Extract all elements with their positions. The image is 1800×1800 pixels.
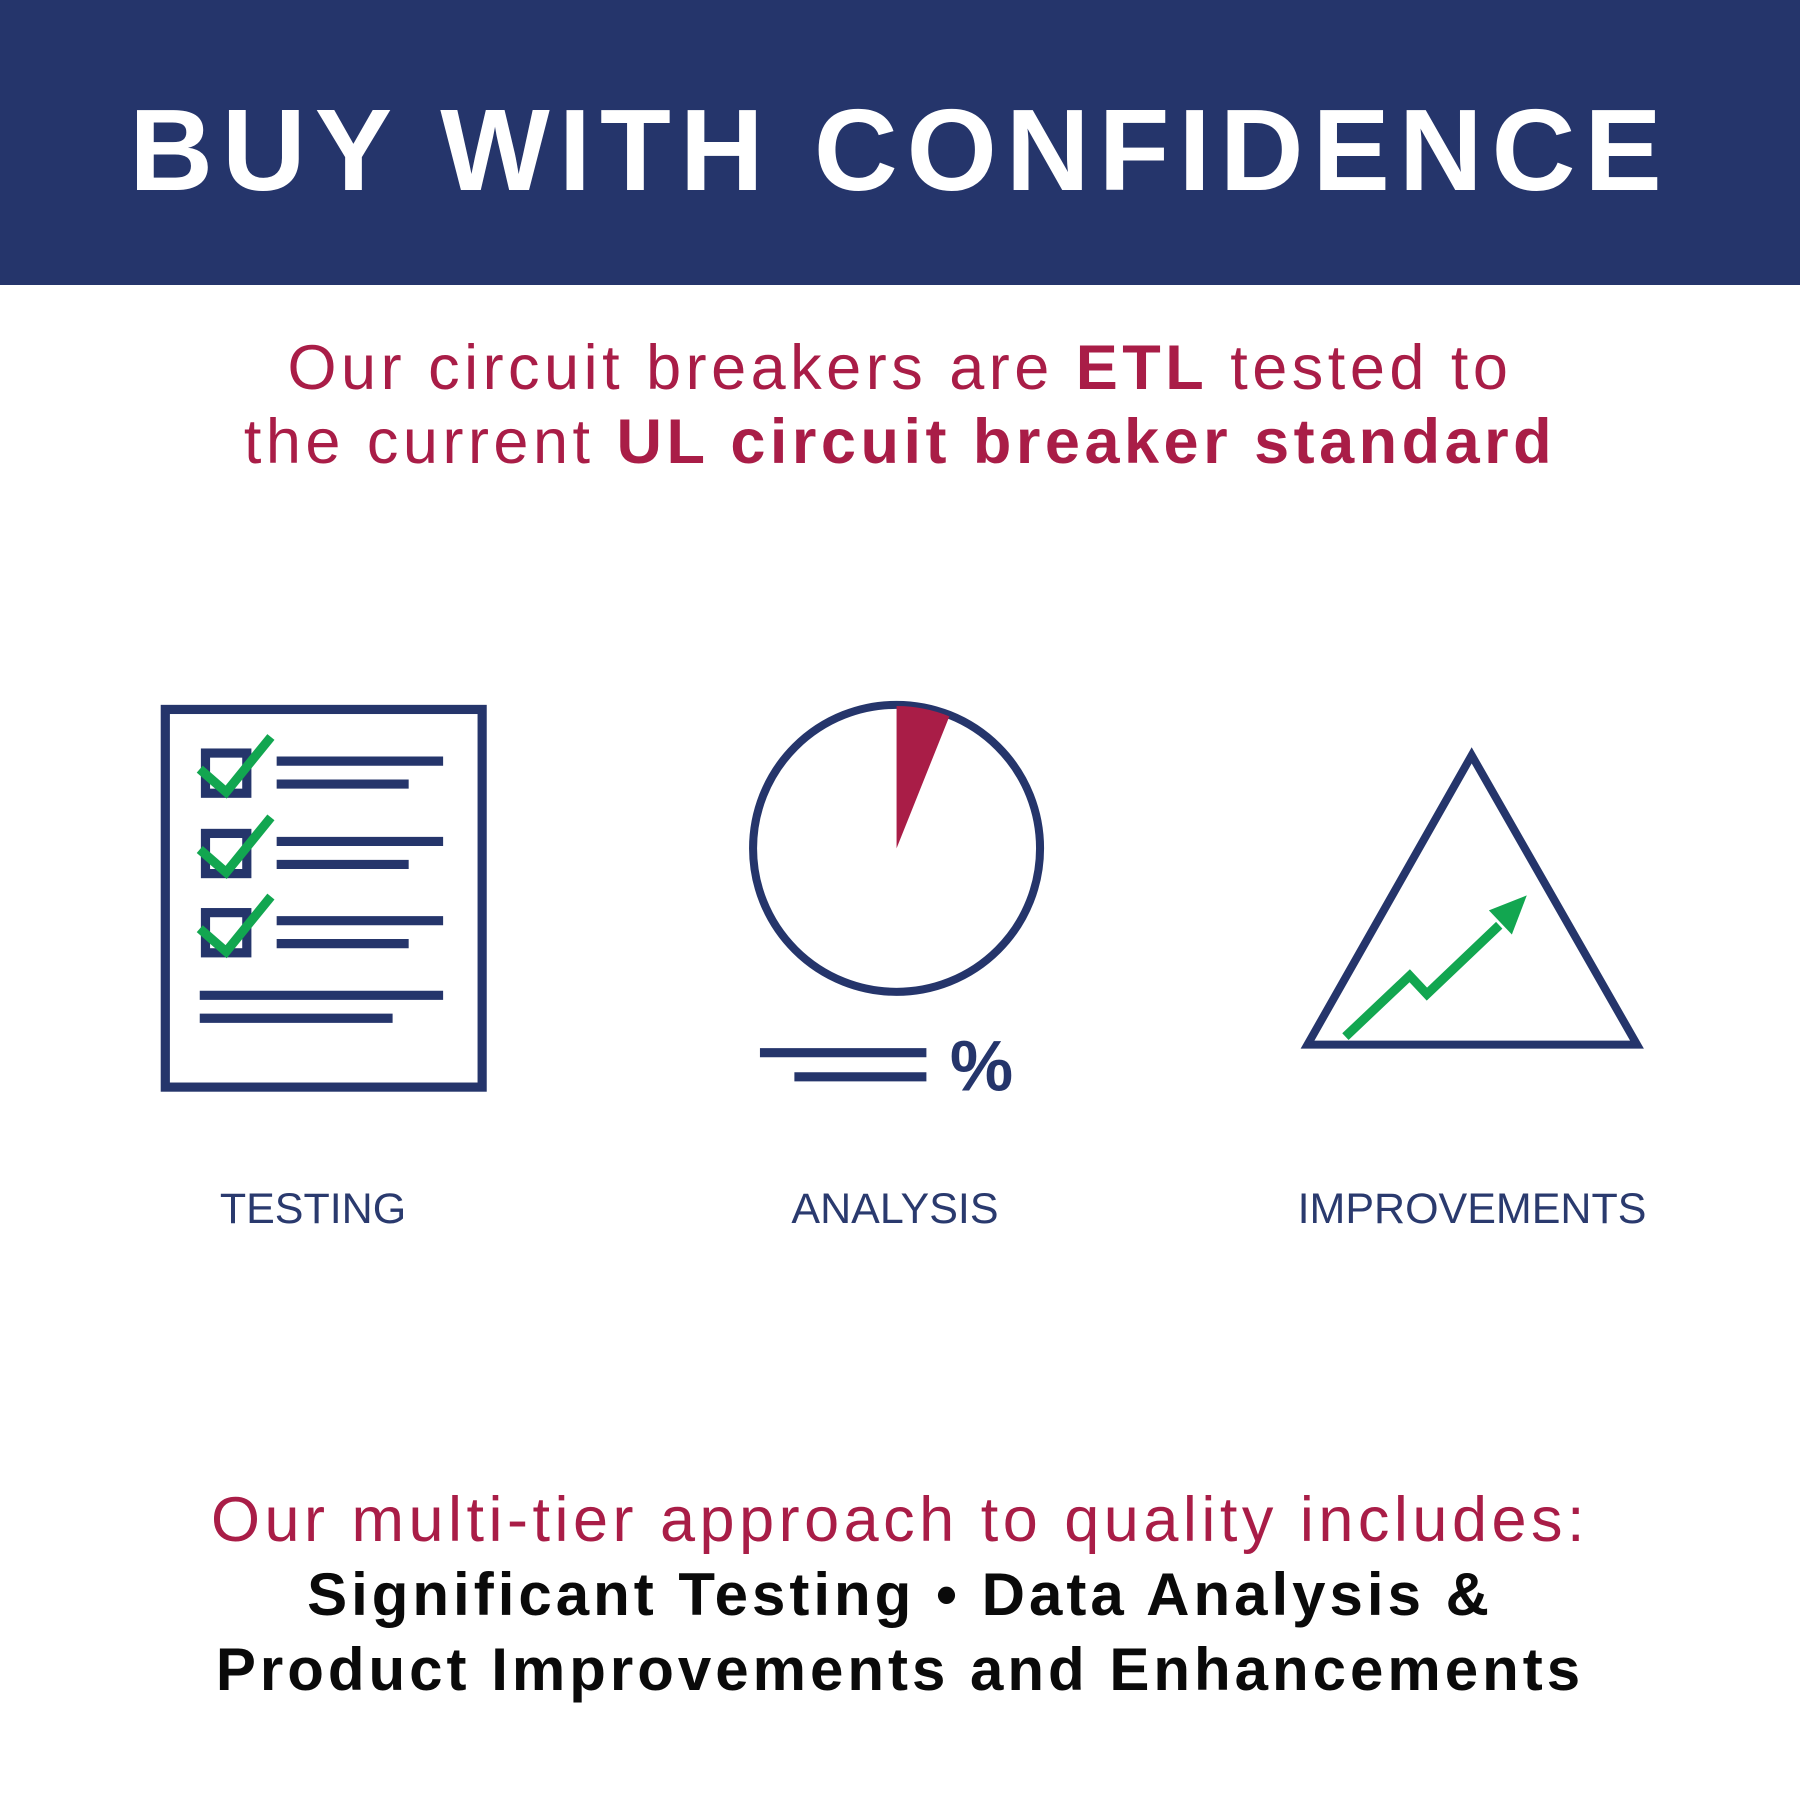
- checklist-icon: [160, 704, 487, 1092]
- percent-symbol: %: [950, 1028, 1013, 1107]
- intro-bold-ul: UL circuit breaker standard: [616, 407, 1557, 477]
- header-banner: [0, 0, 1800, 285]
- feature-label-analysis: ANALYSIS: [791, 1185, 999, 1233]
- intro-text: tested to: [1208, 333, 1513, 403]
- footer-line-3: Product Improvements and Enhancements: [215, 1636, 1585, 1703]
- feature-label-improvements: IMPROVEMENTS: [1297, 1185, 1647, 1233]
- intro-line-2: the current UL circuit breaker standard: [0, 406, 1800, 478]
- intro-text: the current: [243, 407, 617, 477]
- footer-line-2: Significant Testing • Data Analysis &: [307, 1561, 1493, 1628]
- triangle-growth-arrow-icon: [1300, 747, 1644, 1049]
- intro-line-1: Our circuit breakers are ETL tested to: [0, 332, 1800, 404]
- intro-text: Our circuit breakers are: [287, 333, 1076, 403]
- page-title: BUY WITH CONFIDENCE: [129, 85, 1671, 215]
- intro-bold-etl: ETL: [1075, 333, 1209, 403]
- pie-chart-icon: %: [749, 700, 1045, 1107]
- footer-line-1: Our multi-tier approach to quality inclu…: [210, 1485, 1590, 1555]
- feature-label-testing: TESTING: [219, 1185, 407, 1233]
